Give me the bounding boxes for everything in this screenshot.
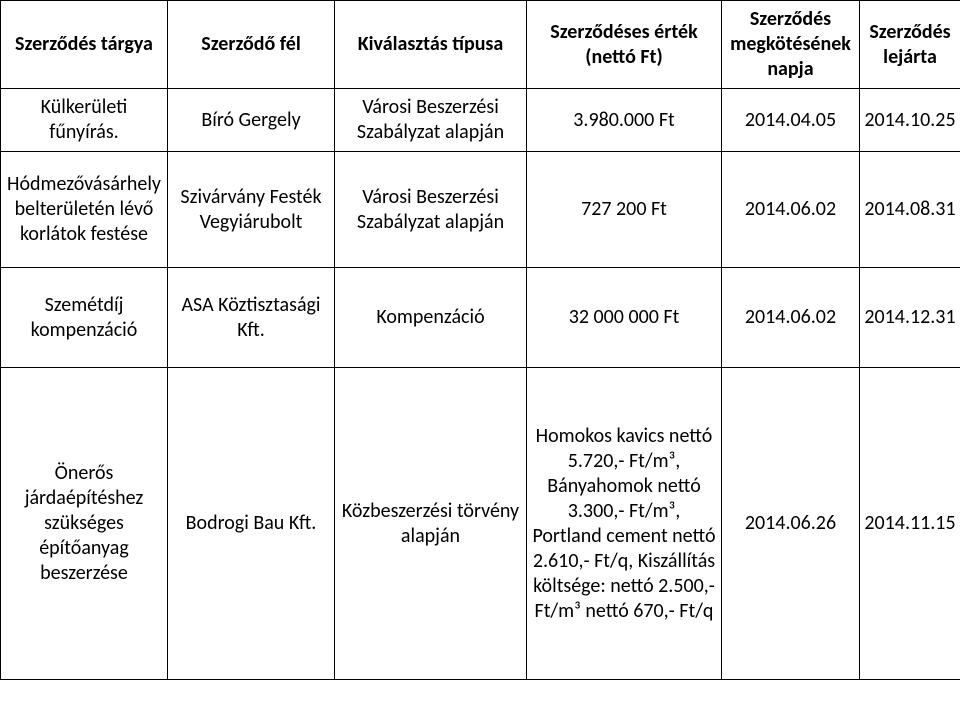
cell-signed: 2014.06.26	[722, 368, 860, 680]
contracts-table: Szerződés tárgya Szerződő fél Kiválasztá…	[0, 0, 960, 680]
cell-selection: Városi Beszerzési Szabályzat alapján	[335, 152, 527, 268]
cell-expires: 2014.10.25	[860, 89, 960, 152]
col-signed: Szerződés megkötésének napja	[722, 1, 860, 89]
cell-subject: Külkerületi fűnyírás.	[1, 89, 168, 152]
cell-selection: Városi Beszerzési Szabályzat alapján	[335, 89, 527, 152]
cell-signed: 2014.06.02	[722, 268, 860, 368]
table-row: Szemétdíj kompenzáció ASA Köztisztasági …	[1, 268, 960, 368]
cell-party: Bodrogi Bau Kft.	[168, 368, 335, 680]
col-value: Szerződéses érték (nettó Ft)	[527, 1, 722, 89]
cell-party: Bíró Gergely	[168, 89, 335, 152]
cell-selection: Kompenzáció	[335, 268, 527, 368]
cell-expires: 2014.12.31	[860, 268, 960, 368]
cell-subject: Önerős járdaépítéshez szükséges építőany…	[1, 368, 168, 680]
cell-selection: Közbeszerzési törvény alapján	[335, 368, 527, 680]
cell-signed: 2014.06.02	[722, 152, 860, 268]
cell-value: Homokos kavics nettó 5.720,- Ft/m³, Bány…	[527, 368, 722, 680]
cell-expires: 2014.08.31	[860, 152, 960, 268]
cell-expires: 2014.11.15	[860, 368, 960, 680]
cell-signed: 2014.04.05	[722, 89, 860, 152]
cell-value: 32 000 000 Ft	[527, 268, 722, 368]
cell-value: 3.980.000 Ft	[527, 89, 722, 152]
cell-value: 727 200 Ft	[527, 152, 722, 268]
cell-party: ASA Köztisztasági Kft.	[168, 268, 335, 368]
col-party: Szerződő fél	[168, 1, 335, 89]
table-row: Külkerületi fűnyírás. Bíró Gergely Város…	[1, 89, 960, 152]
col-selection: Kiválasztás típusa	[335, 1, 527, 89]
col-subject: Szerződés tárgya	[1, 1, 168, 89]
cell-party: Szivárvány Festék Vegyiárubolt	[168, 152, 335, 268]
cell-subject: Hódmezővásárhely belterületén lévő korlá…	[1, 152, 168, 268]
table-header-row: Szerződés tárgya Szerződő fél Kiválasztá…	[1, 1, 960, 89]
table-row: Önerős járdaépítéshez szükséges építőany…	[1, 368, 960, 680]
table-row: Hódmezővásárhely belterületén lévő korlá…	[1, 152, 960, 268]
cell-subject: Szemétdíj kompenzáció	[1, 268, 168, 368]
col-expires: Szerződés lejárta	[860, 1, 960, 89]
